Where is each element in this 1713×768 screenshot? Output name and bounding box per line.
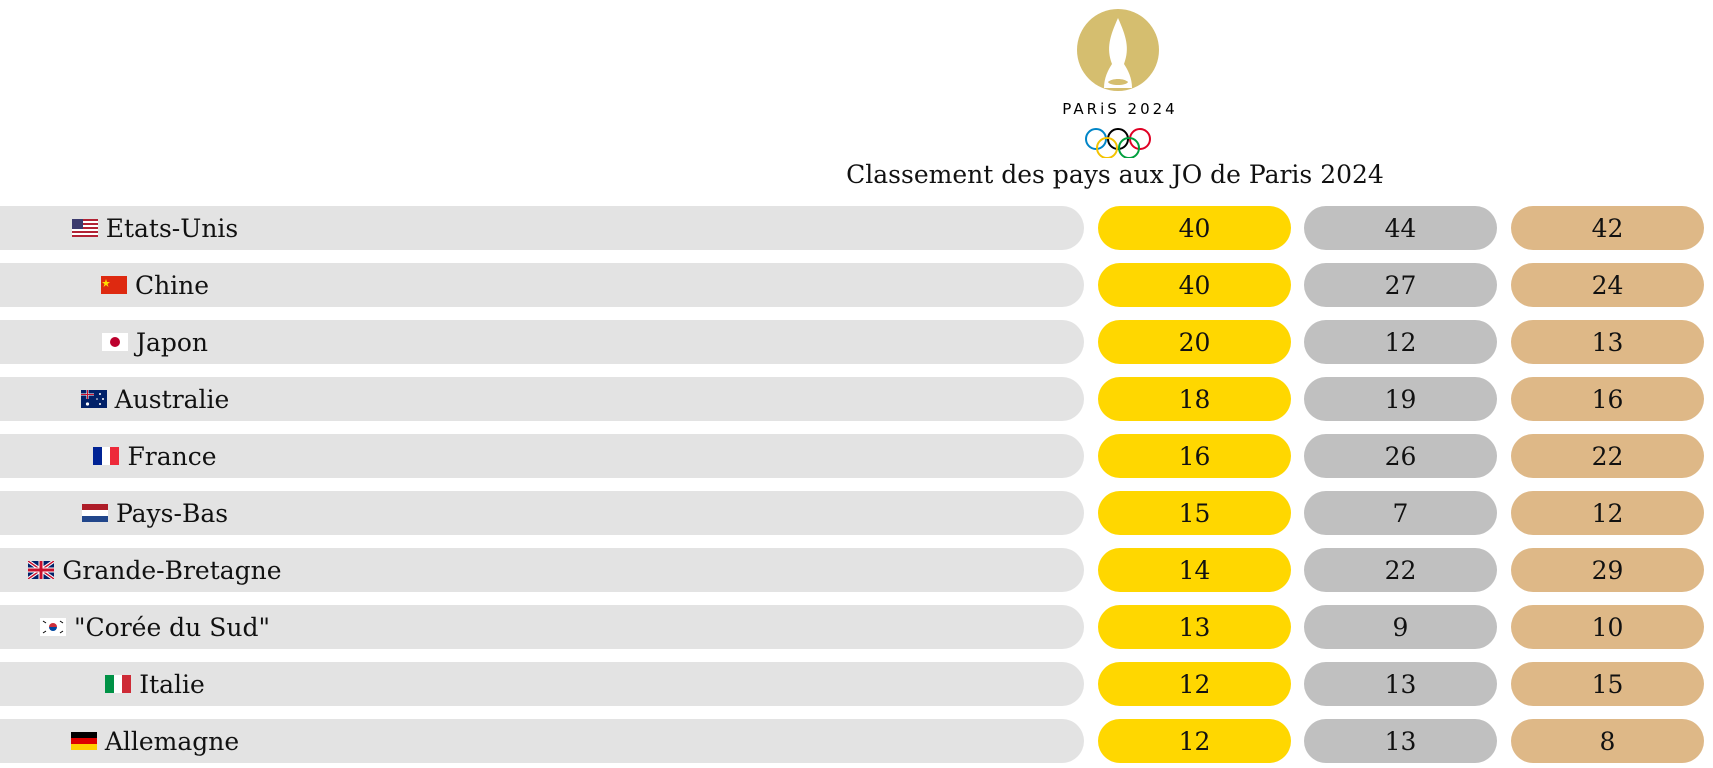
au-flag-icon <box>80 390 107 408</box>
kr-flag-icon <box>40 618 67 636</box>
gold-count: 40 <box>1098 263 1291 307</box>
gold-count: 15 <box>1098 491 1291 535</box>
country-cell: Etats-Unis <box>0 206 310 250</box>
country-cell: Pays-Bas <box>0 491 310 535</box>
country-cell: France <box>0 434 310 478</box>
country-cell: Allemagne <box>0 719 310 763</box>
bronze-count: 29 <box>1511 548 1704 592</box>
country-bar <box>0 605 1084 649</box>
de-flag-icon <box>70 732 97 750</box>
country-bar <box>0 662 1084 706</box>
table-row: "Corée du Sud" 13 9 10 <box>0 605 1713 649</box>
silver-count: 26 <box>1304 434 1497 478</box>
bronze-count: 16 <box>1511 377 1704 421</box>
country-name: France <box>127 441 217 471</box>
country-name: Etats-Unis <box>105 213 239 243</box>
country-cell: "Corée du Sud" <box>0 605 310 649</box>
table-row: Japon 20 12 13 <box>0 320 1713 364</box>
silver-count: 19 <box>1304 377 1497 421</box>
fr-flag-icon <box>93 447 120 465</box>
silver-count: 7 <box>1304 491 1497 535</box>
logo-text: PARiS 2024 <box>1062 100 1178 118</box>
it-flag-icon <box>105 675 132 693</box>
silver-count: 9 <box>1304 605 1497 649</box>
country-cell: Italie <box>0 662 310 706</box>
bronze-count: 42 <box>1511 206 1704 250</box>
table-row: Italie 12 13 15 <box>0 662 1713 706</box>
bronze-count: 12 <box>1511 491 1704 535</box>
country-name: Italie <box>139 669 205 699</box>
bronze-count: 13 <box>1511 320 1704 364</box>
country-bar <box>0 320 1084 364</box>
bronze-count: 22 <box>1511 434 1704 478</box>
silver-count: 12 <box>1304 320 1497 364</box>
us-flag-icon <box>71 219 98 237</box>
silver-count: 13 <box>1304 662 1497 706</box>
silver-count: 22 <box>1304 548 1497 592</box>
gold-count: 16 <box>1098 434 1291 478</box>
chart-title: Classement des pays aux JO de Paris 2024 <box>846 160 1384 189</box>
gold-count: 12 <box>1098 662 1291 706</box>
table-row: France 16 26 22 <box>0 434 1713 478</box>
gold-count: 14 <box>1098 548 1291 592</box>
gold-count: 13 <box>1098 605 1291 649</box>
country-cell: Chine <box>0 263 310 307</box>
bronze-count: 10 <box>1511 605 1704 649</box>
table-row: Etats-Unis 40 44 42 <box>0 206 1713 250</box>
olympic-logo-icon <box>1077 9 1159 159</box>
bronze-count: 15 <box>1511 662 1704 706</box>
country-bar <box>0 719 1084 763</box>
table-row: Grande-Bretagne 14 22 29 <box>0 548 1713 592</box>
country-name: Chine <box>134 270 210 300</box>
gold-count: 18 <box>1098 377 1291 421</box>
country-bar <box>0 434 1084 478</box>
country-bar <box>0 377 1084 421</box>
silver-count: 44 <box>1304 206 1497 250</box>
country-name: Allemagne <box>104 726 240 756</box>
country-cell: Grande-Bretagne <box>0 548 310 592</box>
table-row: Chine 40 27 24 <box>0 263 1713 307</box>
country-cell: Australie <box>0 377 310 421</box>
country-bar <box>0 548 1084 592</box>
country-name: Australie <box>114 384 230 414</box>
country-name: "Corée du Sud" <box>74 612 270 642</box>
silver-count: 27 <box>1304 263 1497 307</box>
country-name: Japon <box>135 327 209 357</box>
country-cell: Japon <box>0 320 310 364</box>
jp-flag-icon <box>101 333 128 351</box>
country-bar <box>0 491 1084 535</box>
bronze-count: 24 <box>1511 263 1704 307</box>
gold-count: 20 <box>1098 320 1291 364</box>
nl-flag-icon <box>81 504 108 522</box>
country-bar <box>0 263 1084 307</box>
paris-2024-logo: PARiS 2024 <box>1040 8 1200 159</box>
gb-flag-icon <box>28 561 55 579</box>
country-name: Grande-Bretagne <box>62 555 282 585</box>
gold-count: 40 <box>1098 206 1291 250</box>
table-row: Australie 18 19 16 <box>0 377 1713 421</box>
silver-count: 13 <box>1304 719 1497 763</box>
table-row: Allemagne 12 13 8 <box>0 719 1713 763</box>
gold-count: 12 <box>1098 719 1291 763</box>
bronze-count: 8 <box>1511 719 1704 763</box>
cn-flag-icon <box>100 276 127 294</box>
table-row: Pays-Bas 15 7 12 <box>0 491 1713 535</box>
country-name: Pays-Bas <box>115 498 229 528</box>
country-bar <box>0 206 1084 250</box>
